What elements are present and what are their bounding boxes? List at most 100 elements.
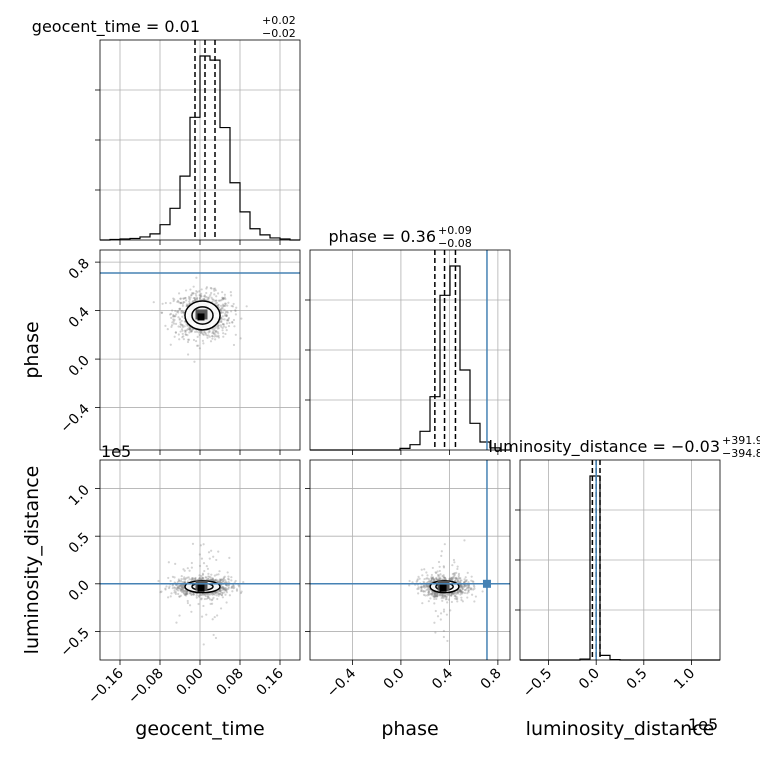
sample-point [431,577,434,580]
sample-point [175,588,178,591]
sample-point [235,589,239,592]
sample-point [230,585,234,588]
sample-point [459,589,462,593]
sample-point [194,297,197,300]
sample-point [467,589,470,592]
sample-point [472,588,475,591]
sample-point [233,325,236,328]
sample-point [456,592,459,595]
sample-point [222,587,225,591]
sample-point [442,574,445,577]
sample-point [426,585,429,588]
sample-point [227,319,230,322]
sample-point [202,593,205,596]
sample-point [231,586,234,589]
sample-point [177,589,180,592]
sample-point [212,555,215,558]
sample-point [203,297,206,301]
sample-point [425,584,428,587]
sample-point [211,598,214,601]
sample-point [203,294,207,297]
sample-point [213,593,216,596]
y-tick-label: 0.0 [66,353,93,380]
sample-point [223,308,226,311]
sample-point [217,327,220,330]
sample-point [228,556,231,559]
sample-point [458,590,461,593]
sample-point [434,631,437,634]
sample-point [204,333,207,336]
sample-point [454,592,458,596]
sample-point [459,593,462,596]
panel-content [100,542,300,646]
sample-point [174,592,177,596]
sample-point [202,295,206,298]
sample-point [440,554,443,557]
sample-point [239,337,242,340]
sample-point [224,332,227,336]
sample-point [201,577,204,580]
sample-point [172,318,175,321]
panel-frame [519,459,721,661]
sample-point [180,586,184,589]
sample-point [224,593,227,596]
sample-point [184,329,187,332]
sample-point [215,335,218,338]
sample-point [200,574,203,578]
sample-point [474,595,477,598]
y-tick-label: 0.5 [66,530,93,557]
sample-point [460,589,463,592]
sample-point [446,601,449,604]
sample-point [454,591,457,594]
sample-point [216,292,220,295]
sample-point [215,295,218,298]
sample-point [220,317,223,320]
sample-point [191,577,195,581]
sample-point [188,328,191,331]
sample-point [193,299,196,302]
sample-point [426,580,429,584]
sample-point [481,590,484,593]
sample-point [195,297,199,300]
sample-point [451,564,454,567]
sample-point [177,311,180,314]
sample-point [436,578,439,581]
sample-point [192,300,195,303]
title-geocent-time-sup: +0.02 [262,14,296,27]
sample-point [173,591,176,594]
sample-point [188,604,192,607]
sample-point [172,320,175,323]
sample-point [462,591,465,594]
sample-point [429,581,432,584]
sample-point [222,332,225,335]
sample-point [451,572,454,576]
sample-point [194,577,197,580]
sample-point [225,314,228,317]
sample-point [211,578,214,581]
sample-point [461,584,464,588]
sample-point [426,584,429,587]
sample-point [215,573,218,576]
sample-point [195,289,198,293]
sample-point [221,580,225,583]
sample-point [459,577,462,580]
sample-point [193,360,196,363]
sample-point [186,599,189,603]
sample-point [183,569,186,572]
sample-point [184,589,187,593]
sample-point [428,580,431,583]
sample-point [174,331,177,334]
sample-point [433,597,436,601]
sample-point [230,576,233,579]
sample-point [466,596,469,599]
sample-point [199,295,202,298]
sample-point [467,584,471,587]
sample-point [210,549,213,552]
sample-point [219,579,222,582]
sample-point [421,602,424,605]
sample-point [217,299,220,302]
sample-point [190,561,193,565]
sample-point [185,592,189,595]
sample-point [169,312,173,316]
sample-point [187,338,190,341]
